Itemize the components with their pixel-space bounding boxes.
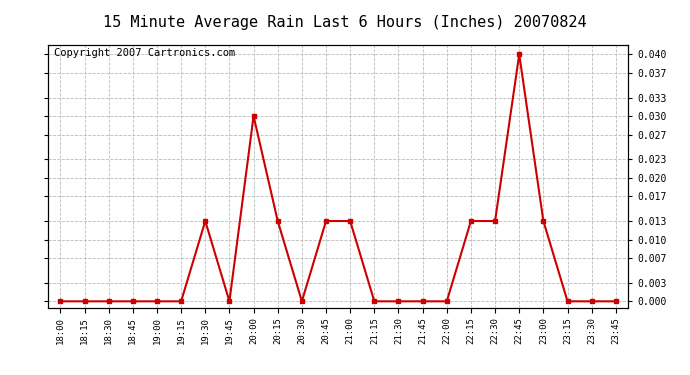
Text: Copyright 2007 Cartronics.com: Copyright 2007 Cartronics.com <box>54 48 235 58</box>
Text: 15 Minute Average Rain Last 6 Hours (Inches) 20070824: 15 Minute Average Rain Last 6 Hours (Inc… <box>104 15 586 30</box>
